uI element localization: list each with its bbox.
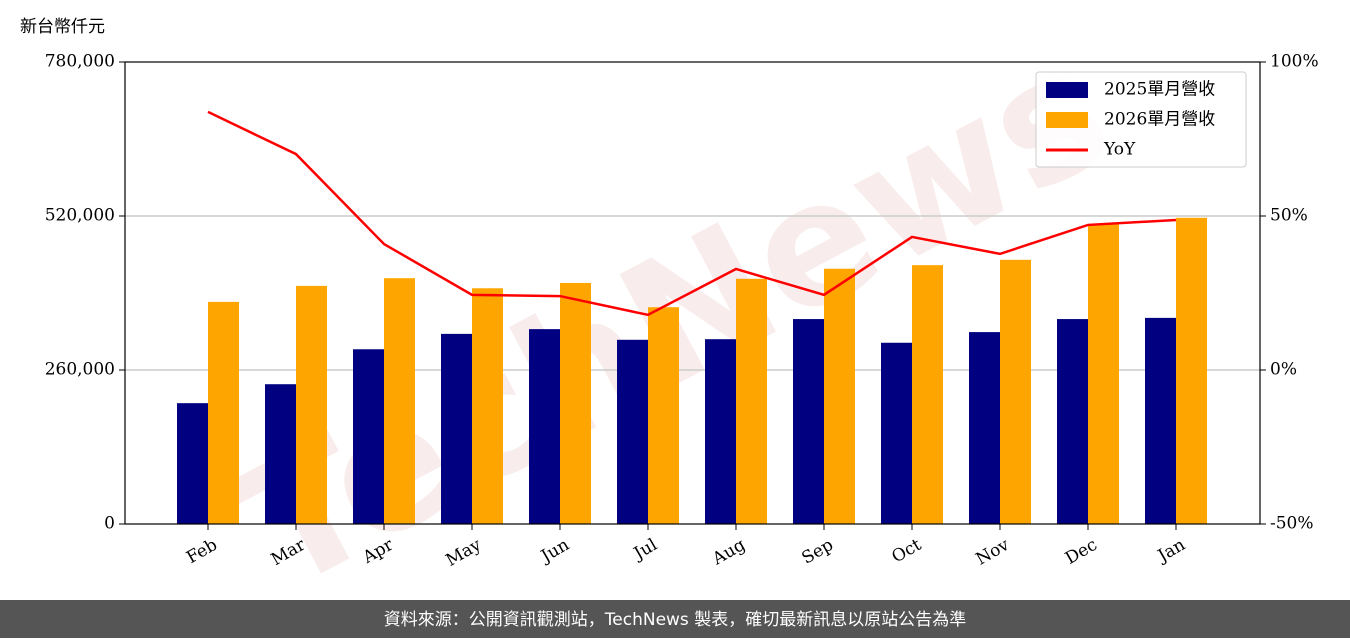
bar	[441, 333, 472, 524]
x-tick-label: Aug	[708, 535, 749, 570]
legend-label: YoY	[1103, 140, 1136, 160]
bar	[1145, 317, 1176, 524]
y2-tick-label: -50%	[1270, 514, 1314, 534]
bar	[736, 278, 767, 524]
x-tick-label: Sep	[799, 535, 837, 569]
bar	[208, 301, 239, 524]
y-tick-label: 260,000	[45, 360, 115, 380]
y2-tick-label: 50%	[1270, 206, 1308, 226]
y2-tick-label: 0%	[1270, 360, 1297, 380]
bar	[793, 319, 824, 524]
bar	[881, 342, 912, 524]
legend-box	[1035, 71, 1247, 168]
x-tick-label: Jul	[629, 535, 661, 565]
line	[207, 110, 1177, 317]
x-tick-label: Feb	[183, 535, 221, 568]
legend-label: 2026單月營收	[1104, 110, 1215, 130]
bar	[353, 349, 384, 524]
y-axis-label: 新台幣仟元	[20, 17, 105, 37]
bar	[1057, 319, 1088, 524]
bar	[384, 278, 415, 524]
bar	[529, 329, 560, 524]
y2-tick-label: 100%	[1270, 52, 1319, 72]
legend-swatch	[1046, 82, 1088, 98]
bar	[648, 307, 679, 524]
y-tick-label: 780,000	[45, 52, 115, 72]
plot-frame	[124, 61, 1261, 525]
x-tick-label: Oct	[889, 535, 925, 568]
bar	[1088, 224, 1119, 525]
x-tick-label: Dec	[1062, 535, 1101, 569]
x-tick-label: Jun	[536, 535, 573, 568]
legend-label: 2025單月營收	[1104, 80, 1215, 100]
bar	[969, 332, 1000, 524]
bar	[912, 265, 943, 524]
bar	[1000, 259, 1031, 524]
bar	[265, 384, 296, 524]
bar	[824, 268, 855, 524]
x-tick-label: Jan	[1153, 535, 1189, 567]
bar	[472, 288, 503, 524]
y-tick-label: 0	[104, 514, 115, 534]
footer: 資料來源：公開資訊觀測站，TechNews 製表，確切最新訊息以原站公告為準	[384, 610, 966, 630]
bar	[1176, 217, 1207, 524]
bar	[296, 285, 327, 524]
footer-bar	[0, 600, 1350, 638]
bar	[177, 403, 208, 524]
x-tick-label: Nov	[973, 535, 1013, 570]
y-tick-label: 520,000	[45, 206, 115, 226]
bar	[617, 339, 648, 524]
bar	[705, 339, 736, 524]
bar	[560, 282, 591, 524]
legend-swatch	[1046, 112, 1088, 128]
